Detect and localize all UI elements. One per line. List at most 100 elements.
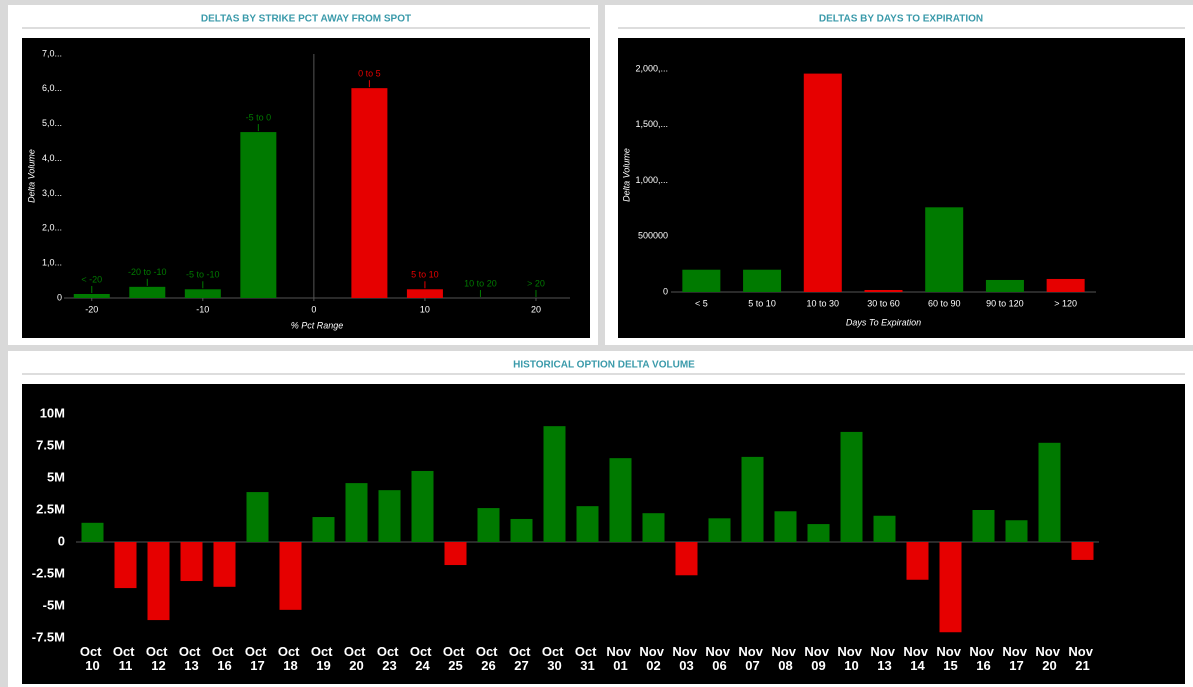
x-tick-label: Oct 26 xyxy=(476,644,501,673)
x-tick-label: Oct 20 xyxy=(344,644,369,673)
x-tick-label: Oct 27 xyxy=(509,644,534,673)
y-tick-label: 1,0... xyxy=(42,258,62,268)
y-tick-label: 7,0... xyxy=(42,48,62,58)
data-label: 0 to 5 xyxy=(358,69,381,79)
bar xyxy=(345,483,368,542)
x-tick-label: Nov 21 xyxy=(1068,644,1096,673)
x-tick-label: Oct 11 xyxy=(113,644,138,673)
bar xyxy=(351,88,388,298)
y-tick-label: 2.5M xyxy=(36,501,65,516)
y-tick-label: -2.5M xyxy=(32,565,65,580)
x-tick-label: Nov 07 xyxy=(738,644,766,673)
bar xyxy=(774,511,797,542)
bar xyxy=(642,513,665,542)
data-label: -5 to -10 xyxy=(186,270,220,280)
x-tick-label: Nov 02 xyxy=(639,644,667,673)
bar xyxy=(147,542,170,621)
x-tick-label: Oct 23 xyxy=(377,644,402,673)
bar xyxy=(129,286,166,298)
bar xyxy=(972,510,995,542)
x-tick-label: Nov 01 xyxy=(606,644,634,673)
x-tick-label: Oct 16 xyxy=(212,644,237,673)
x-tick-label: Oct 18 xyxy=(278,644,303,673)
plot-area xyxy=(22,38,590,338)
y-tick-label: 10M xyxy=(40,405,65,420)
y-tick-label: 2,000,... xyxy=(635,64,668,74)
data-label: -20 to -10 xyxy=(128,267,167,277)
bar xyxy=(807,524,830,542)
bar xyxy=(240,132,277,298)
bar xyxy=(378,490,401,542)
chart-title: HISTORICAL OPTION DELTA VOLUME xyxy=(513,360,695,371)
bar xyxy=(411,470,434,542)
x-tick-label: Nov 15 xyxy=(936,644,964,673)
x-axis-label: % Pct Range xyxy=(291,320,344,330)
x-tick-label: Nov 13 xyxy=(870,644,898,673)
bar xyxy=(925,207,964,292)
bar xyxy=(406,289,443,298)
x-tick-label: Oct 12 xyxy=(146,644,171,673)
y-tick-label: -7.5M xyxy=(32,629,65,644)
y-tick-label: 3,0... xyxy=(42,188,62,198)
x-tick-label: Oct 25 xyxy=(443,644,468,673)
data-label: 5 to 10 xyxy=(411,270,439,280)
x-tick-label: Oct 13 xyxy=(179,644,204,673)
y-tick-label: 0 xyxy=(663,286,668,296)
x-tick-label: Oct 19 xyxy=(311,644,336,673)
y-tick-label: 4,0... xyxy=(42,153,62,163)
x-tick-label: Oct 17 xyxy=(245,644,270,673)
x-tick-label: 20 xyxy=(531,304,541,314)
y-tick-label: 5M xyxy=(47,469,65,484)
x-tick-label: 0 xyxy=(311,304,316,314)
x-tick-label: -10 xyxy=(196,304,209,314)
bar xyxy=(1046,278,1085,292)
data-label: < -20 xyxy=(81,274,102,284)
x-tick-label: Oct 10 xyxy=(80,644,105,673)
y-axis-label: Delta Volume xyxy=(26,149,36,203)
y-tick-label: 0 xyxy=(57,292,62,302)
chart-title: DELTAS BY DAYS TO EXPIRATION xyxy=(819,14,983,25)
bar xyxy=(73,293,110,298)
x-tick-label: Nov 17 xyxy=(1002,644,1030,673)
bar xyxy=(1005,520,1028,542)
y-tick-label: 2,0... xyxy=(42,223,62,233)
bar xyxy=(939,542,962,633)
x-tick-label: > 120 xyxy=(1054,298,1077,308)
bar xyxy=(675,542,698,576)
x-tick-label: 5 to 10 xyxy=(748,298,776,308)
bar xyxy=(906,542,929,580)
x-tick-label: Nov 09 xyxy=(804,644,832,673)
y-tick-label: 5,0... xyxy=(42,118,62,128)
bar xyxy=(1038,442,1061,542)
x-tick-label: 60 to 90 xyxy=(928,298,961,308)
bar xyxy=(180,542,203,582)
y-tick-label: 6,0... xyxy=(42,83,62,93)
bar xyxy=(864,289,903,292)
x-axis-label: Days To Expiration xyxy=(846,317,921,327)
x-tick-label: Oct 31 xyxy=(575,644,600,673)
chart-title: DELTAS BY STRIKE PCT AWAY FROM SPOT xyxy=(201,14,411,25)
bar xyxy=(246,492,269,542)
x-tick-label: 30 to 60 xyxy=(867,298,900,308)
bar xyxy=(873,515,896,542)
bar xyxy=(312,517,335,542)
bar xyxy=(682,269,721,292)
bar xyxy=(1071,542,1094,560)
bar xyxy=(184,289,221,298)
x-tick-label: Oct 24 xyxy=(410,644,435,673)
bar xyxy=(741,456,764,542)
x-tick-label: Nov 10 xyxy=(837,644,865,673)
x-tick-label: Oct 30 xyxy=(542,644,567,673)
bar xyxy=(114,542,137,589)
data-label: -5 to 0 xyxy=(246,112,272,122)
y-tick-label: 1,500,... xyxy=(635,119,668,129)
x-tick-label: Nov 03 xyxy=(672,644,700,673)
bar xyxy=(803,73,842,292)
bar xyxy=(708,518,731,542)
y-tick-label: 7.5M xyxy=(36,437,65,452)
bar xyxy=(609,458,632,542)
bar xyxy=(279,542,302,610)
x-tick-label: 10 to 30 xyxy=(807,298,840,308)
x-tick-label: 90 to 120 xyxy=(986,298,1024,308)
